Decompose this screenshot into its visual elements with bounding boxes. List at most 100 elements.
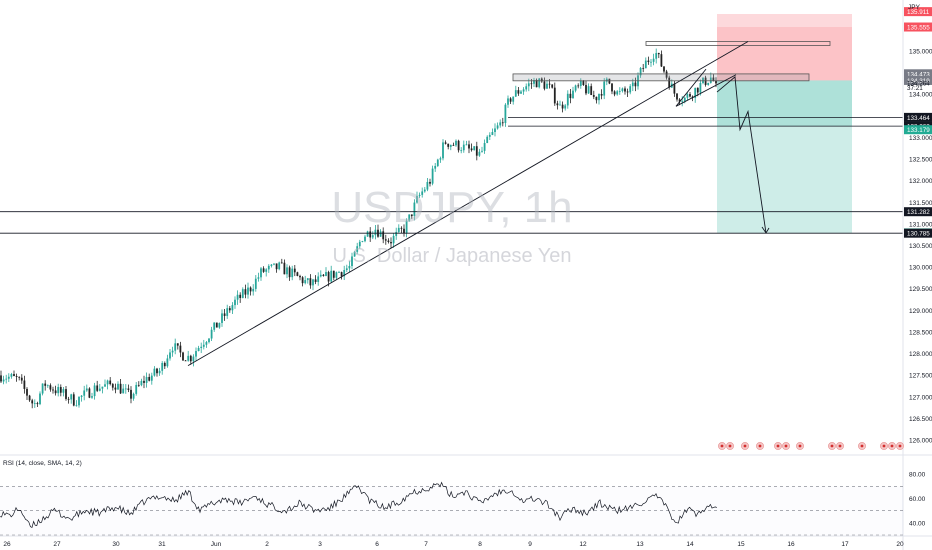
candle-body xyxy=(535,80,538,88)
event-marker[interactable] xyxy=(796,442,804,450)
candle-body xyxy=(663,66,665,72)
candle xyxy=(176,343,179,350)
candle xyxy=(114,383,117,394)
candle-body xyxy=(70,394,73,400)
candle xyxy=(265,268,268,277)
event-marker[interactable] xyxy=(836,442,844,450)
candle xyxy=(663,66,665,74)
candle-body xyxy=(101,386,104,389)
time-axis[interactable]: 26 27 30 31 Jun 2 3 6 7 8 9 12 13 14 15 16 17 20 xyxy=(0,535,932,548)
candle-body xyxy=(431,168,434,184)
candle xyxy=(709,72,712,84)
candle-body xyxy=(631,82,634,87)
candle xyxy=(317,272,320,286)
time-tick-label: 26 xyxy=(3,541,11,548)
candle xyxy=(130,386,132,404)
candle-body xyxy=(2,379,5,382)
event-marker[interactable] xyxy=(782,442,790,450)
event-marker[interactable] xyxy=(726,442,734,450)
event-dot xyxy=(758,444,762,448)
price-axis[interactable]: 135.000134.500134.000133.500133.000132.5… xyxy=(902,0,932,550)
candle xyxy=(431,165,434,186)
event-marker[interactable] xyxy=(880,442,888,450)
event-marker[interactable] xyxy=(774,442,782,450)
candle xyxy=(280,258,283,264)
candle xyxy=(509,97,512,104)
candle-body xyxy=(231,305,234,311)
candle xyxy=(260,266,262,281)
candle-body xyxy=(325,272,327,276)
event-dot xyxy=(882,444,886,448)
candle xyxy=(616,90,619,96)
candle-body xyxy=(605,78,608,82)
event-marker[interactable] xyxy=(888,442,896,450)
event-marker[interactable] xyxy=(828,442,836,450)
candle-body xyxy=(442,142,444,159)
candle-body xyxy=(36,403,39,405)
candle-body xyxy=(93,385,96,397)
candle-body xyxy=(559,104,561,106)
candle-body xyxy=(189,355,192,362)
candle-body xyxy=(624,88,626,92)
candle-body xyxy=(379,231,382,237)
candle-body xyxy=(332,270,335,278)
candle-body xyxy=(345,268,348,271)
economic-events[interactable] xyxy=(718,442,904,450)
price-tick-label: 132.000 xyxy=(909,178,932,185)
candle-body xyxy=(707,82,710,85)
candle-body xyxy=(83,390,86,396)
candle-body xyxy=(629,86,632,93)
candle-body xyxy=(67,398,70,400)
candle-body xyxy=(145,376,148,383)
candle xyxy=(501,117,504,127)
price-tick-label: 128.000 xyxy=(909,351,932,358)
event-marker[interactable] xyxy=(741,442,749,450)
candle-body xyxy=(41,383,44,394)
candle-body xyxy=(457,140,460,151)
event-marker[interactable] xyxy=(858,442,866,450)
candle-body xyxy=(613,91,616,95)
event-dot xyxy=(898,444,902,448)
candle-body xyxy=(358,241,361,247)
candle xyxy=(78,396,80,408)
candle-body xyxy=(626,91,629,93)
candle-body xyxy=(582,80,585,86)
candle-body xyxy=(676,93,678,100)
candle xyxy=(361,240,364,243)
candle xyxy=(345,264,348,273)
candle-body xyxy=(678,99,681,102)
rsi-pane[interactable]: 80.00 60.00 40.00 xyxy=(0,454,932,536)
event-marker[interactable] xyxy=(896,442,904,450)
candle xyxy=(533,77,535,88)
candle-body xyxy=(525,86,528,90)
event-marker[interactable] xyxy=(718,442,726,450)
candle-body xyxy=(267,265,270,270)
candle xyxy=(75,400,78,407)
candle-body xyxy=(161,362,164,371)
candle-body xyxy=(501,122,504,124)
currency-label: JPY xyxy=(908,4,921,11)
candle xyxy=(353,250,356,257)
candle xyxy=(400,226,403,234)
candle xyxy=(124,384,127,394)
candle xyxy=(600,89,603,100)
event-marker[interactable] xyxy=(756,442,764,450)
candle xyxy=(603,78,606,100)
candle-body xyxy=(483,143,486,151)
candle-body xyxy=(104,384,106,387)
candle xyxy=(182,351,184,361)
time-tick-label: 13 xyxy=(636,541,644,548)
candle-body xyxy=(98,388,101,391)
candle-body xyxy=(291,268,294,278)
candle-body xyxy=(166,358,169,367)
time-tick-label: Jun xyxy=(211,541,222,548)
candle xyxy=(239,292,242,303)
candle xyxy=(200,342,203,354)
candle xyxy=(634,77,637,92)
candle-body xyxy=(158,370,161,374)
candle-body xyxy=(85,388,88,391)
event-dot xyxy=(728,444,732,448)
candle xyxy=(278,261,281,271)
price-label: 133.179 xyxy=(904,125,932,135)
